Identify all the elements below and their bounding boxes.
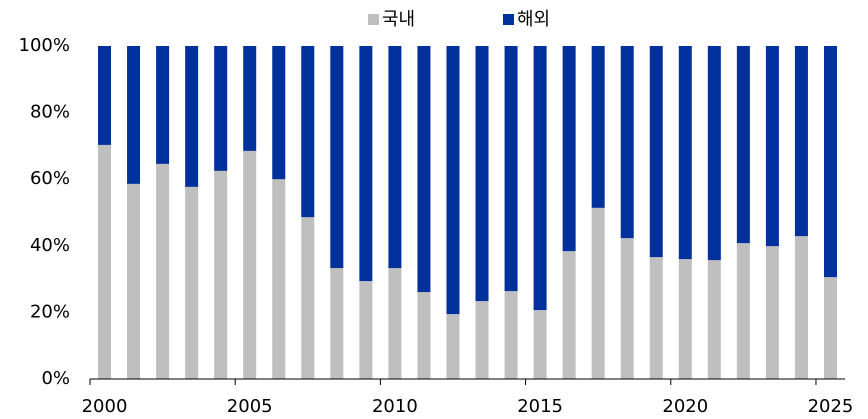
bar-segment bbox=[359, 281, 373, 379]
bar-segment bbox=[707, 46, 721, 261]
bar-segment bbox=[127, 183, 141, 379]
bar-segment bbox=[562, 46, 576, 252]
x-tick-label: 2025 bbox=[808, 396, 854, 417]
bar-segment bbox=[388, 46, 402, 269]
y-tick-label: 60% bbox=[30, 168, 70, 189]
bar-segment bbox=[765, 246, 779, 379]
y-tick-label: 20% bbox=[30, 301, 70, 322]
bar-segment bbox=[98, 144, 112, 379]
bar-segment bbox=[301, 46, 315, 218]
x-tick-label: 2000 bbox=[82, 396, 128, 417]
bar-segment bbox=[678, 46, 692, 260]
y-tick-label: 100% bbox=[19, 35, 70, 56]
x-tick-label: 2020 bbox=[662, 396, 708, 417]
bar-segment bbox=[214, 46, 228, 171]
bar-segment bbox=[446, 46, 460, 315]
bar-segment bbox=[504, 46, 518, 292]
bar-segment bbox=[678, 259, 692, 379]
bar-segment bbox=[736, 46, 750, 244]
bar-segment bbox=[794, 236, 808, 379]
bar-segment bbox=[359, 46, 373, 282]
legend-label: 해외 bbox=[517, 9, 550, 30]
bar-segment bbox=[736, 243, 750, 379]
bar-segment bbox=[591, 207, 605, 379]
bar-segment bbox=[301, 217, 315, 379]
bar-segment bbox=[794, 46, 808, 237]
y-tick-label: 40% bbox=[30, 235, 70, 256]
bar-segment bbox=[504, 291, 518, 379]
bar-segment bbox=[649, 46, 663, 258]
bar-segment bbox=[475, 46, 489, 302]
bar-segment bbox=[562, 251, 576, 379]
bar-segment bbox=[330, 46, 344, 269]
legend-label: 국내 bbox=[382, 9, 415, 30]
bar-segment bbox=[823, 277, 837, 379]
bar-segment bbox=[272, 179, 286, 379]
bar-segment bbox=[185, 186, 199, 379]
bar-segment bbox=[823, 46, 837, 278]
bar-segment bbox=[707, 260, 721, 379]
bar-segment bbox=[185, 46, 199, 187]
bar-segment bbox=[417, 46, 431, 293]
bar-segment bbox=[765, 46, 779, 247]
x-tick-label: 2010 bbox=[372, 396, 418, 417]
bar-segment bbox=[446, 314, 460, 379]
legend-swatch bbox=[368, 14, 379, 25]
bar-segment bbox=[127, 46, 141, 184]
bar-segment bbox=[243, 150, 257, 379]
bar-segment bbox=[272, 46, 286, 180]
bar-segment bbox=[591, 46, 605, 208]
bar-segment bbox=[156, 163, 170, 379]
bar-segment bbox=[243, 46, 257, 151]
bar-segment bbox=[417, 292, 431, 379]
bar-segment bbox=[620, 238, 634, 379]
bar-segment bbox=[475, 301, 489, 379]
bar-segment bbox=[156, 46, 170, 164]
x-tick-label: 2015 bbox=[517, 396, 563, 417]
bar-segment bbox=[533, 46, 547, 311]
bar-segment bbox=[649, 257, 663, 379]
x-tick-label: 2005 bbox=[227, 396, 273, 417]
bar-segment bbox=[388, 268, 402, 379]
bar-segment bbox=[533, 310, 547, 379]
bar-segment bbox=[98, 46, 112, 145]
bar-segment bbox=[330, 268, 344, 379]
bar-segment bbox=[620, 46, 634, 239]
bar-segment bbox=[214, 170, 228, 379]
y-tick-label: 80% bbox=[30, 102, 70, 123]
y-tick-label: 0% bbox=[41, 368, 70, 389]
legend-swatch bbox=[503, 14, 514, 25]
